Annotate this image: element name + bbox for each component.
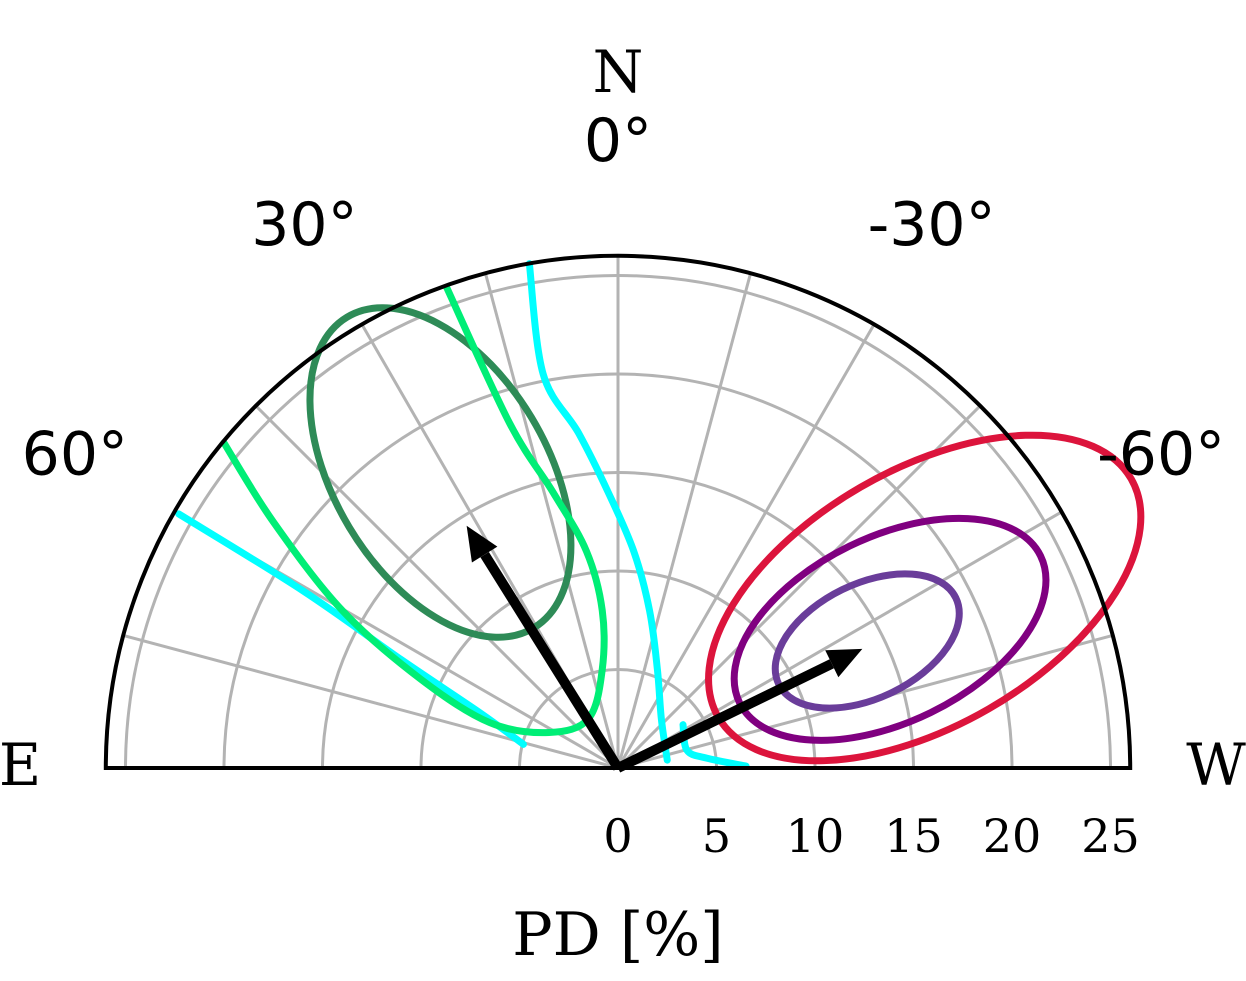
- radial-tick-label: 0: [603, 809, 632, 863]
- radial-tick-label: 5: [702, 809, 731, 863]
- contour-ellipse: [306, 304, 575, 641]
- radial-tick-label: 20: [983, 809, 1042, 863]
- angle-tick-label: -30°: [868, 190, 996, 260]
- polar-frame: [103, 253, 1133, 770]
- angular-grid-line: [483, 272, 620, 769]
- contour-ellipse: [730, 514, 1050, 744]
- angle-tick-label: 0°: [584, 106, 652, 176]
- plot-series: [175, 260, 1145, 770]
- polar-boundary: [103, 253, 1133, 770]
- radial-tick-label: 15: [884, 809, 943, 863]
- angle-tick-label: -60°: [1097, 419, 1225, 489]
- vector-arrowhead: [466, 525, 498, 563]
- axis-labels: N E W PD [%] 60° 30° 0° -30° -60° 0 5 10 15 20 25: [0, 38, 1246, 970]
- radial-tick-label: 25: [1081, 809, 1140, 863]
- contour-curve: [525, 260, 671, 764]
- vector-shaft: [480, 551, 623, 771]
- angular-grid-line: [254, 404, 620, 770]
- vector-arrows: [466, 525, 863, 773]
- angular-grid-line: [617, 510, 1063, 770]
- angle-tick-label: 30°: [251, 190, 357, 260]
- east-label: E: [0, 731, 41, 799]
- angular-grid-line: [616, 272, 753, 769]
- radial-tick-label: 10: [786, 809, 845, 863]
- west-label: W: [1186, 731, 1246, 799]
- x-axis-title: PD [%]: [512, 900, 723, 970]
- angle-tick-label: 60°: [22, 419, 128, 489]
- angular-grid-line: [616, 404, 982, 770]
- north-label: N: [593, 38, 644, 106]
- vector-shaft: [615, 659, 834, 773]
- angular-grid-line: [122, 633, 619, 770]
- vector-arrowhead: [825, 648, 863, 678]
